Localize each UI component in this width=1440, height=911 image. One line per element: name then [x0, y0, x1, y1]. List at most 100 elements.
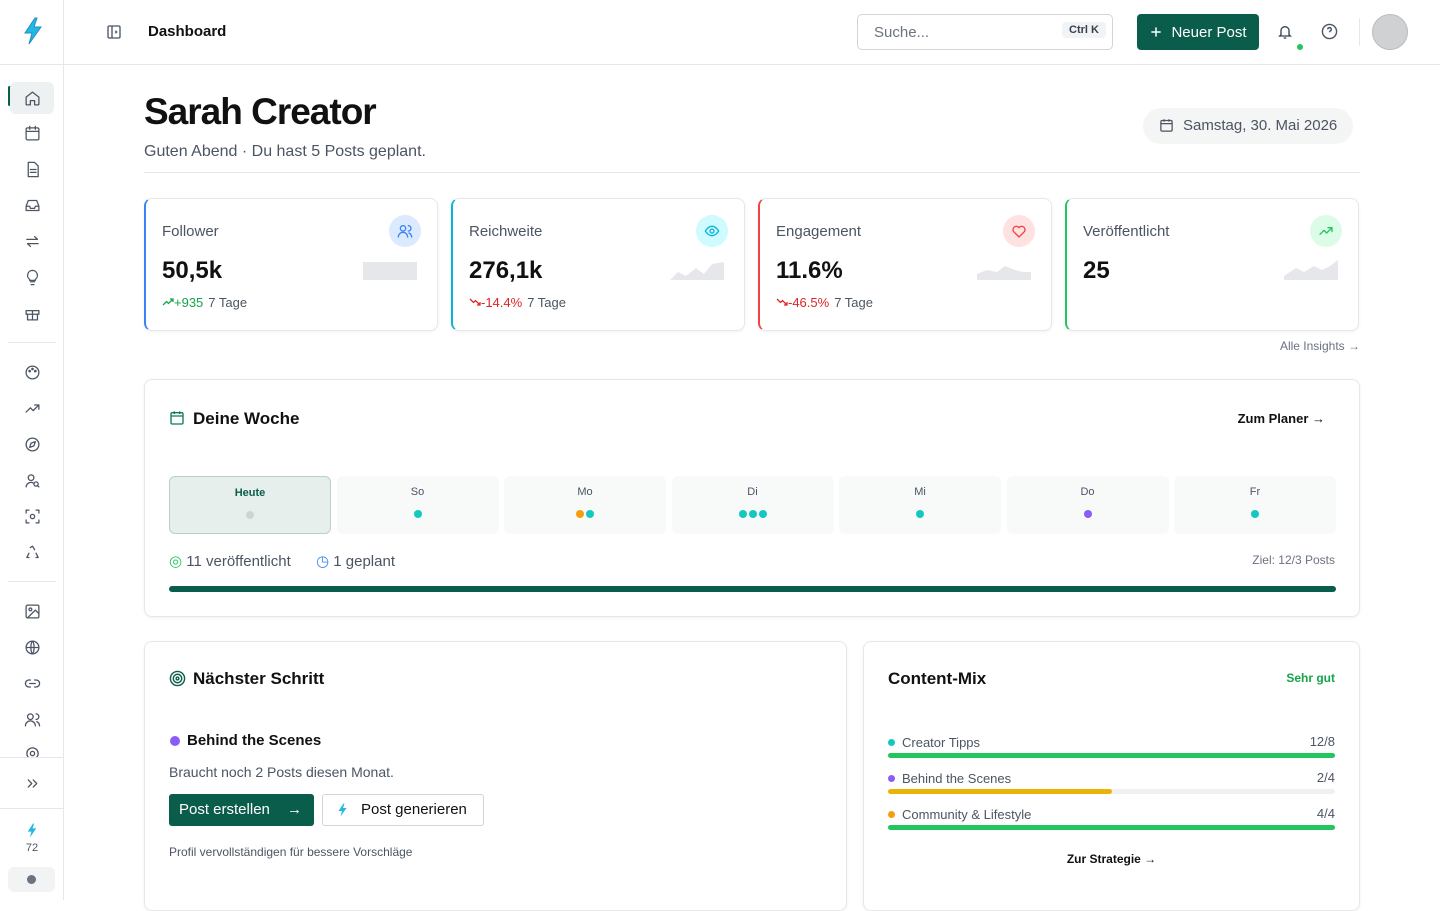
toggle-sidebar[interactable]	[106, 24, 122, 40]
sparkline	[977, 259, 1031, 286]
insights-link[interactable]: Alle Insights →	[1279, 339, 1360, 353]
stat-card: Follower 50,5k +935 7 Tage	[144, 198, 438, 331]
published-label: 11 veröffentlicht	[186, 553, 291, 570]
avatar[interactable]	[1372, 14, 1408, 50]
nav-team[interactable]	[14, 705, 50, 733]
nav-repurpose[interactable]	[14, 227, 50, 255]
generate-button[interactable]: Post generieren	[322, 794, 484, 826]
next-step-title: Nächster Schritt	[193, 669, 325, 688]
nav-posts[interactable]	[14, 155, 50, 183]
nav-explore[interactable]	[14, 430, 50, 458]
logo[interactable]	[22, 17, 44, 45]
mix-name: Behind the Scenes	[902, 771, 1012, 786]
post-dot	[413, 510, 422, 518]
planned: ◷ 1 geplant	[316, 553, 395, 570]
credits-icon	[27, 823, 37, 838]
credits: 72	[25, 842, 39, 854]
stat-label: Veröffentlicht	[1083, 223, 1170, 240]
content-mix-title: Content-Mix	[888, 669, 987, 688]
strategy-link-label: Zur Strategie	[1066, 852, 1141, 866]
nav-scan[interactable]	[14, 502, 50, 530]
stat-icon	[696, 215, 728, 247]
create-button[interactable]: Post erstellen →	[169, 794, 314, 826]
stat-icon	[389, 215, 421, 247]
expand-sidebar[interactable]	[14, 769, 50, 797]
nav-settings[interactable]	[14, 741, 50, 757]
change-value: +935	[174, 295, 204, 310]
nav-analytics[interactable]	[14, 394, 50, 422]
change-period: 7 Tage	[834, 295, 873, 310]
day-label: Do	[1080, 486, 1095, 498]
date: Samstag, 30. Mai 2026	[1183, 117, 1338, 134]
post-dot	[916, 510, 924, 518]
mix-count: 2/4	[1316, 770, 1335, 785]
nav-brand[interactable]	[14, 358, 50, 386]
nav-ideas[interactable]	[14, 263, 50, 291]
pillar: Behind the Scenes	[187, 732, 322, 749]
date-pill: Samstag, 30. Mai 2026	[1143, 108, 1354, 144]
mix-bar	[888, 825, 1335, 830]
mix-item: Community & Lifestyle 4/4	[888, 806, 1335, 832]
day-label: Mi	[914, 486, 926, 498]
change-period: 7 Tage	[208, 295, 248, 310]
nav-audience[interactable]	[14, 466, 50, 494]
stat-card: Engagement 11.6% -46.5% 7 Tage	[758, 198, 1052, 331]
goal: Ziel: 12/3 Posts	[1252, 553, 1335, 567]
mix-name: Creator Tipps	[902, 735, 981, 750]
stat-label: Engagement	[776, 223, 862, 240]
day: So	[336, 476, 499, 534]
stat-value: 11.6%	[776, 257, 843, 284]
stat-value: 276,1k	[469, 257, 543, 284]
post-dot	[576, 510, 584, 518]
nav-home[interactable]	[10, 82, 54, 114]
active-indicator	[8, 86, 11, 106]
day-label: Fr	[1249, 486, 1261, 498]
mix-bar	[888, 753, 1335, 758]
day-dots	[337, 510, 499, 518]
day: Fr	[1174, 476, 1336, 534]
page-title: Dashboard	[148, 23, 227, 40]
content-mix-card: Content-Mix Sehr gut Zur Strategie →	[863, 641, 1360, 911]
sidebar: 72	[0, 0, 64, 900]
day: Heute	[169, 476, 331, 534]
mix-track	[888, 789, 1335, 794]
day-dots	[170, 511, 330, 519]
stat-card: Reichweite 276,1k -14.4% 7 Tage	[451, 198, 745, 331]
planner-link[interactable]: Zum Planer →	[1237, 411, 1325, 426]
day: Di	[671, 476, 834, 534]
nav-links[interactable]	[14, 669, 50, 697]
strategy-link[interactable]: Zur Strategie →	[1066, 852, 1157, 866]
search[interactable]: Suche... Ctrl K	[857, 14, 1113, 50]
nav-gifts[interactable]	[14, 299, 50, 327]
next-step-card: Nächster Schritt Behind the Scenes Brauc…	[144, 641, 847, 911]
notifications[interactable]	[1277, 23, 1293, 41]
day-label: Heute	[234, 487, 266, 499]
mix-dot	[888, 811, 895, 818]
post-dot	[1083, 510, 1092, 518]
nav-web[interactable]	[14, 633, 50, 661]
nav-media[interactable]	[14, 597, 50, 625]
change-value: -14.4%	[481, 295, 523, 310]
day-label: Di	[747, 486, 758, 498]
nav-inbox[interactable]	[14, 191, 50, 219]
day: Mo	[504, 476, 666, 534]
mix-dot	[888, 739, 895, 746]
sparkline	[670, 259, 724, 286]
header: Dashboard Suche... Ctrl K Neuer Post	[64, 0, 1440, 65]
help[interactable]	[1321, 23, 1338, 40]
nav-calendar[interactable]	[14, 119, 50, 147]
pillar-hint: Braucht noch 2 Posts diesen Monat.	[169, 764, 394, 780]
day-dots	[1174, 510, 1336, 518]
day-dots	[839, 510, 1001, 518]
create-label: Post erstellen	[179, 801, 270, 818]
mix-count: 12/8	[1309, 734, 1335, 749]
new-post-label: Neuer Post	[1171, 23, 1247, 41]
day: Do	[1006, 476, 1169, 534]
status[interactable]	[8, 867, 55, 892]
content-mix-rating: Sehr gut	[1286, 671, 1335, 685]
new-post-button[interactable]: Neuer Post	[1137, 14, 1259, 50]
insights-link-label: Alle Insights	[1279, 339, 1345, 353]
nav-recycle[interactable]	[14, 538, 50, 566]
